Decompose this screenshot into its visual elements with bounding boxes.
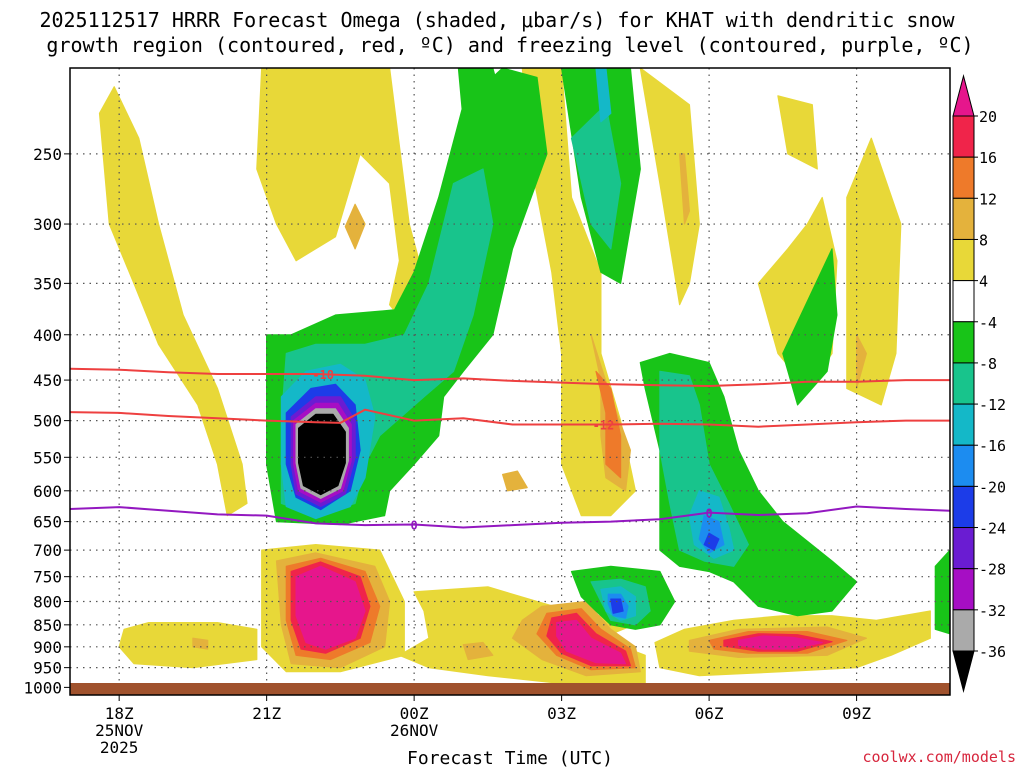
region-o-lower-mid: [462, 641, 494, 661]
colorbar-label-7: -12: [979, 396, 1006, 414]
colorbar-label-2: 12: [979, 190, 997, 208]
colorbar-label-1: 16: [979, 149, 997, 167]
region-y-upper-left: [98, 86, 248, 517]
contour-label-dgz-top-0: -18: [312, 368, 334, 382]
x-axis-title: Forecast Time (UTC): [407, 748, 613, 768]
plot-area: -18 -12 0 0: [70, 68, 950, 695]
colorbar-bin-11: [952, 568, 975, 611]
colorbar-label-10: -24: [979, 520, 1006, 538]
region-o-lower-left: [192, 637, 209, 650]
x-tick-date-18Z: 25NOV: [95, 721, 144, 740]
colorbar-bin-9: [952, 485, 975, 529]
y-tick-label-350: 350: [33, 274, 62, 293]
region-o-upper-right1: [678, 153, 691, 225]
colorbar-bottom-arrow: [952, 650, 975, 693]
colorbar-bin-2: [952, 197, 975, 240]
y-tick-label-700: 700: [33, 541, 62, 560]
contour-dgz-bottom: [70, 408, 950, 428]
contour-label-freezing-level-1: 0: [705, 507, 712, 521]
region-o-mid-small: [502, 470, 528, 492]
colorbar: 20 16 12 8 4 -4 -8 -12 -16 -20 -24 -28 -32 -36: [952, 74, 1006, 693]
colorbar-label-3: 8: [979, 231, 988, 249]
region-p-lower-right: [737, 635, 823, 650]
y-tick-label-600: 600: [33, 482, 62, 501]
colorbar-bin-5: [952, 321, 975, 364]
colorbar-top-arrow: [952, 74, 975, 117]
x-tick-label-00Z: 00Z: [400, 704, 429, 723]
colorbar-bin-12: [952, 609, 975, 652]
colorbar-bin-10: [952, 527, 975, 570]
plot-frame: [69, 67, 951, 696]
colorbar-bin-3: [952, 238, 975, 282]
x-tick-label-06Z: 06Z: [695, 704, 724, 723]
region-y-upper-right2: [777, 95, 818, 170]
colorbar-label-8: -16: [979, 437, 1006, 455]
y-tick-label-800: 800: [33, 593, 62, 612]
y-tick-label-950: 950: [33, 659, 62, 678]
y-tick-label-400: 400: [33, 326, 62, 345]
region-y-upper-right4: [846, 137, 902, 406]
region-y-upper-right1: [639, 68, 700, 306]
y-tick-label-300: 300: [33, 215, 62, 234]
x-tick-year-18Z: 2025: [100, 738, 139, 757]
y-tick-label-450: 450: [33, 371, 62, 390]
x-tick-label-18Z: 18Z: [105, 704, 134, 723]
y-tick-label-250: 250: [33, 145, 62, 164]
region-y-lower-left: [118, 621, 258, 669]
colorbar-bin-0: [952, 115, 975, 158]
contour-dgz-top: [70, 367, 950, 388]
colorbar-label-11: -28: [979, 561, 1006, 579]
chart-title-line1: 2025112517 HRRR Forecast Omega (shaded, …: [39, 8, 955, 32]
x-tick-label-03Z: 03Z: [547, 704, 576, 723]
region-g-right-edge: [934, 549, 950, 635]
colorbar-bin-6: [952, 362, 975, 405]
colorbar-bin-7: [952, 403, 975, 446]
temperature-contours: -18 -12 0 0: [70, 367, 950, 533]
region-p-lower-main: [295, 565, 366, 650]
ground-bar: [70, 683, 950, 695]
y-tick-label-750: 750: [33, 568, 62, 587]
y-tick-label-550: 550: [33, 448, 62, 467]
colorbar-label-4: 4: [979, 273, 988, 291]
colorbar-label-13: -36: [979, 643, 1006, 661]
colorbar-label-9: -20: [979, 478, 1006, 496]
colorbar-bin-8: [952, 444, 975, 487]
y-tick-label-1000: 1000: [23, 678, 62, 697]
x-tick-date-00Z: 26NOV: [390, 721, 439, 740]
y-tick-label-900: 900: [33, 638, 62, 657]
y-tick-label-500: 500: [33, 412, 62, 431]
region-y-upper-top: [256, 68, 435, 336]
region-bk-main: [298, 413, 346, 496]
chart-title-line2: growth region (contoured, red, ºC) and f…: [46, 33, 973, 57]
y-tick-label-650: 650: [33, 513, 62, 532]
region-db-lower-mid: [610, 598, 624, 614]
x-tick-label-21Z: 21Z: [252, 704, 281, 723]
region-o-upper-blob: [344, 203, 366, 250]
region-cy-upper-right: [595, 68, 612, 123]
y-tick-label-850: 850: [33, 616, 62, 635]
x-tick-label-09Z: 09Z: [842, 704, 871, 723]
contour-freezing-level: [70, 505, 950, 529]
y-axis: 250 300 350 400 450 500 550 600 650 700 750 800 850 9…: [23, 145, 70, 697]
contour-label-freezing-level-0: 0: [411, 519, 418, 533]
colorbar-label-5: -4: [979, 314, 997, 332]
colorbar-bin-1: [952, 156, 975, 199]
colorbar-label-12: -32: [979, 602, 1006, 620]
region-g-upper-right1: [457, 68, 504, 170]
credit-label: coolwx.com/models: [862, 748, 1016, 766]
region-g-upper-right3: [782, 248, 838, 406]
colorbar-label-6: -8: [979, 355, 997, 373]
colorbar-label-0: 20: [979, 108, 997, 126]
colorbar-bin-4: [952, 280, 975, 323]
region-p-lower-mid2: [556, 619, 627, 665]
contour-label-dgz-bottom-0: -12: [593, 418, 615, 432]
